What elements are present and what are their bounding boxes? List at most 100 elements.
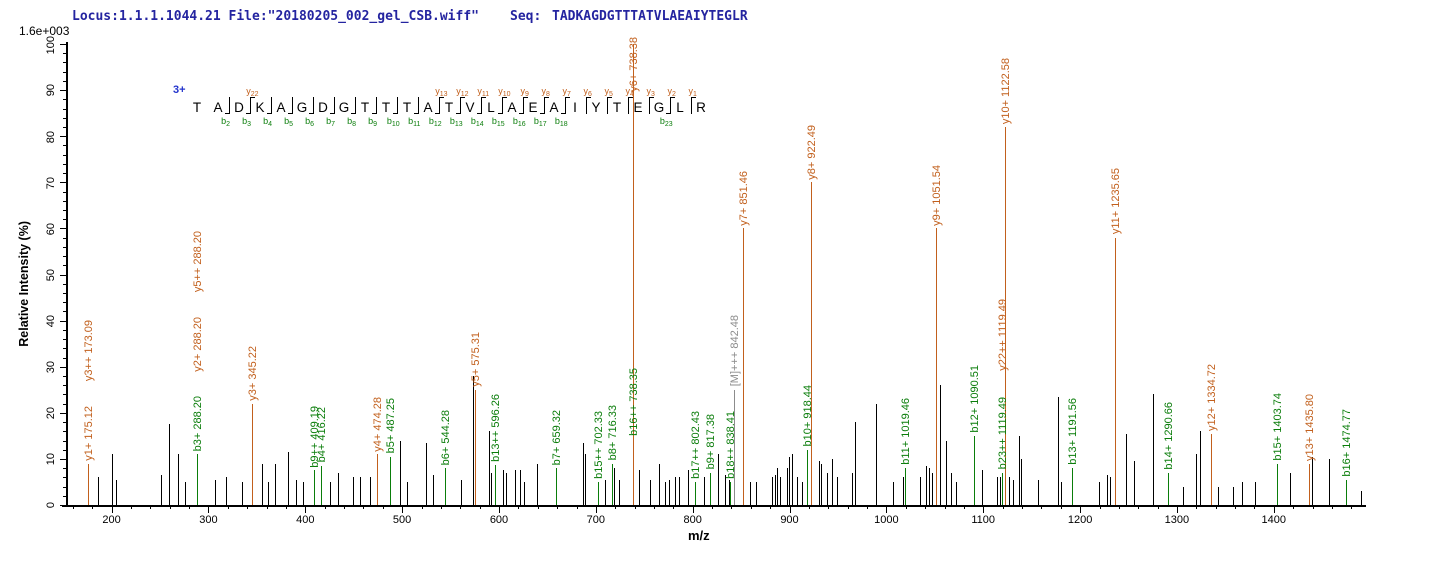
x-minor-tick — [324, 505, 326, 509]
peak-label: y13+ 1435.80 — [1303, 393, 1316, 461]
y-major-tick — [60, 412, 68, 414]
y-tick-label: 20 — [45, 407, 57, 420]
peak — [407, 481, 408, 505]
fragment-divider — [333, 97, 335, 114]
x-minor-tick — [847, 505, 849, 509]
y-major-tick — [60, 320, 68, 322]
x-minor-tick — [150, 505, 152, 509]
y-minor-tick — [63, 440, 68, 442]
x-minor-tick — [1235, 505, 1236, 509]
x-major-tick — [595, 505, 597, 513]
y-minor-tick — [63, 256, 68, 258]
fragment-divider — [690, 97, 692, 114]
residue-letter: A — [549, 100, 559, 115]
b-ion-mark: b7 — [326, 116, 336, 128]
peak — [675, 477, 677, 505]
b-fragment-hook — [413, 113, 419, 114]
peak — [514, 470, 516, 505]
x-minor-tick — [382, 505, 384, 509]
peak — [999, 477, 1001, 505]
peak — [818, 461, 820, 505]
peak — [650, 479, 652, 505]
peak — [426, 442, 428, 505]
peak — [820, 463, 822, 505]
y-major-tick — [60, 136, 68, 138]
residue-letter: T — [192, 100, 202, 115]
x-minor-tick — [1215, 505, 1217, 509]
fragment-divider — [564, 97, 566, 114]
x-tick-label: 1300 — [1164, 514, 1190, 526]
x-tick-label: 500 — [392, 514, 412, 526]
b-ion-mark: b14 — [470, 116, 484, 128]
y-fragment-hook — [459, 97, 465, 98]
b-fragment-hook — [560, 113, 566, 114]
y-major-tick — [60, 228, 68, 230]
peak-label: b15++ 702.33 — [593, 411, 606, 479]
x-minor-tick — [421, 505, 423, 509]
labeled-peak — [733, 389, 735, 506]
y-tick-label: 50 — [45, 268, 57, 282]
peak-label: y11+ 1235.65 — [1109, 168, 1122, 235]
x-axis-line — [62, 505, 1366, 507]
peak — [1200, 431, 1202, 505]
b-ion-mark: b10 — [386, 116, 400, 128]
peak-label: b18++ 838.41 — [724, 411, 737, 479]
labeled-peak — [197, 454, 198, 505]
x-minor-tick — [750, 505, 752, 509]
peak — [902, 477, 904, 505]
labeled-peak — [1005, 127, 1007, 505]
seq-label: Seq: — [510, 9, 542, 24]
peak — [329, 481, 331, 505]
peak — [679, 477, 681, 505]
peak — [1019, 435, 1021, 506]
peak — [772, 477, 774, 505]
peak — [604, 479, 606, 505]
x-minor-tick — [867, 505, 868, 509]
labeled-peak — [709, 472, 711, 505]
y-ion-mark: y9 — [520, 86, 529, 98]
peak-label: y4+ 474.28 — [372, 396, 385, 452]
peak — [1038, 479, 1040, 505]
x-minor-tick — [653, 505, 655, 509]
residue-letter: R — [696, 100, 706, 115]
peak — [779, 477, 781, 505]
peak — [1182, 486, 1184, 505]
peak — [505, 472, 507, 505]
peak — [461, 479, 463, 505]
b-fragment-hook — [434, 113, 440, 114]
x-minor-tick — [615, 505, 617, 509]
x-minor-tick — [1331, 505, 1333, 509]
b-fragment-hook — [497, 113, 503, 114]
x-minor-tick — [770, 505, 772, 509]
peak — [658, 463, 660, 505]
y-minor-tick — [63, 292, 68, 294]
y-major-tick — [60, 90, 68, 92]
labeled-peak — [1210, 433, 1212, 505]
peak — [185, 481, 187, 505]
peak — [855, 422, 857, 505]
labeled-peak — [633, 44, 634, 505]
peak — [1152, 394, 1154, 505]
x-minor-tick — [673, 505, 675, 509]
fragment-divider — [396, 97, 398, 114]
y-tick-label: 60 — [45, 222, 57, 235]
x-minor-tick — [460, 505, 462, 509]
y-fragment-hook — [564, 97, 570, 98]
y-fragment-hook — [585, 97, 591, 98]
residue-letter: T — [444, 100, 454, 115]
peak — [827, 472, 829, 505]
peak-label: y22++ 1119.49 — [997, 298, 1010, 371]
b-ion-mark: b5 — [284, 116, 294, 128]
locus-file-label: Locus:1.1.1.1044.21 File:"20180205_002_g… — [72, 9, 479, 24]
x-minor-tick — [518, 505, 520, 509]
peak — [982, 470, 984, 505]
residue-letter: Y — [591, 100, 601, 115]
y-minor-tick — [63, 191, 68, 193]
peak — [287, 452, 289, 505]
b-fragment-hook — [665, 113, 671, 114]
x-tick-label: 1000 — [874, 514, 899, 526]
y-major-tick — [60, 274, 68, 276]
y-tick-label: 100 — [45, 35, 57, 54]
y-minor-tick — [63, 468, 68, 470]
peak — [939, 385, 941, 505]
